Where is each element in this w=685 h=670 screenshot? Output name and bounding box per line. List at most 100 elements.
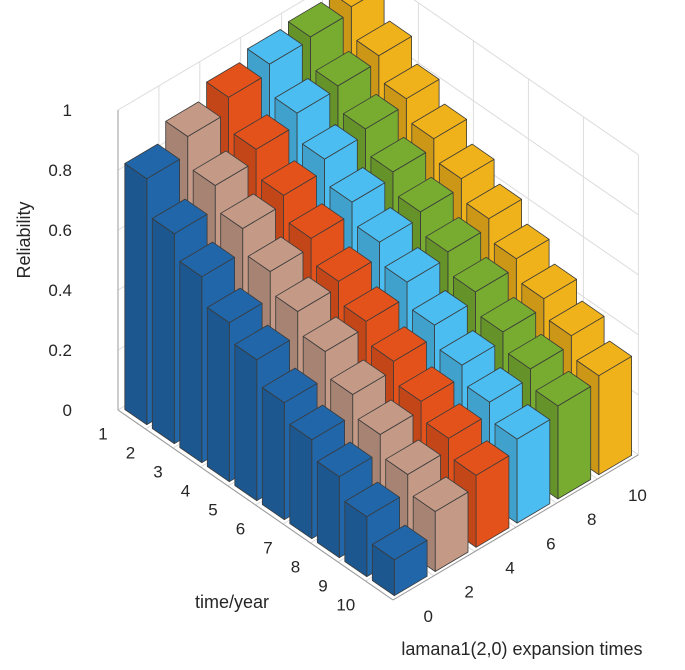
bar-top-face [466,183,522,220]
x-tick-label: 1 [98,425,107,444]
bar-top-face [206,62,262,98]
bar-top-face [302,124,358,160]
x-tick-label: 10 [336,596,355,615]
bar-t10-e2 [412,476,469,572]
bar-side-face [179,261,203,464]
bar-front-face [598,355,632,476]
bar-side-face [151,218,175,445]
bar-top-face [412,290,468,326]
bar-top-face [385,439,441,475]
z-tick-label: 0.2 [48,341,72,360]
z-tick-label: 1 [63,101,72,120]
x-tick-label: 9 [318,577,327,596]
bar-top-face [247,29,303,65]
bar-top-face [467,367,523,403]
bar-top-face [370,136,427,173]
bar-top-face [329,167,386,203]
bar-top-face [151,198,208,235]
axis-edge-2 [392,454,639,601]
axis-edge-1 [117,409,394,601]
x-tick-label: 4 [181,482,190,501]
bar-top-face [357,207,413,243]
bar-top-face [274,78,331,114]
bar-top-face [356,20,413,57]
bar-side-face [261,387,285,521]
bar-side-face [234,344,258,502]
bar-top-face [535,370,592,407]
x-tick-label: 8 [291,558,300,577]
bar-top-face [287,1,344,38]
z-tick-label: 0.4 [48,281,72,300]
bar-top-face [371,524,428,561]
bar-top-face [453,440,510,476]
bar-top-face [494,404,551,440]
bar-top-face [438,143,495,180]
bar-top-face [233,114,290,150]
bar-top-face [493,223,550,260]
z-axis-label: Reliability [14,201,34,278]
bar-top-face [521,263,577,300]
bar-top-face [371,326,427,362]
bar-top-face [289,404,346,441]
z-tick-label: 0.8 [48,161,72,180]
x-axis-label: time/year [195,592,269,612]
bar-top-face [261,367,318,404]
bar-top-face [165,101,221,137]
bar-top-face [397,176,454,213]
y-tick-label: 4 [505,559,514,578]
bar-top-face [316,246,372,282]
bar-top-face [192,150,249,186]
bar-top-face [426,403,482,439]
bar-top-face [340,0,364,8]
bar-top-face [452,256,509,293]
grid-line-side-z5 [413,0,639,156]
x-tick-label: 5 [208,501,217,520]
y-tick-label: 2 [464,583,473,602]
bar-t10-e0 [371,524,428,597]
bar-top-face [343,286,400,322]
bars [124,0,632,597]
bar-top-face [480,296,537,333]
x-tick-label: 6 [236,520,245,539]
bar-top-face [425,216,482,253]
bar-top-face [206,287,263,324]
y-tick-label: 10 [628,486,647,505]
y-axis-label: lamana1(2,0) expansion times [401,639,642,659]
y-tick-label: 8 [587,510,596,529]
bar-side-face [206,307,230,483]
bar-top-face [275,276,331,312]
bar-top-face [234,324,291,361]
bar-side-face [289,424,313,540]
bar-top-face [344,481,401,518]
bar-top-face [302,316,359,352]
bar-top-face [261,160,317,196]
bar-top-face [548,300,605,337]
x-tick-label: 3 [153,463,162,482]
bar-top-face [383,63,440,100]
z-tick-label: 0 [63,401,72,420]
bar-top-face [576,340,632,377]
y-tick-label: 0 [423,607,432,626]
bar-top-face [315,50,372,87]
y-tick-label: 6 [546,534,555,553]
bar-side-face [124,163,148,426]
bar-top-face [507,333,564,370]
bar-top-face [342,93,399,130]
bar-top-face [124,143,181,180]
bar-top-face [439,330,496,366]
x-tick-label: 2 [126,444,135,463]
bar-top-face [398,366,455,402]
x-tick-label: 7 [263,539,272,558]
bar-top-face [247,236,304,272]
bar-top-face [330,359,386,395]
bar-side-face [316,461,340,559]
bar-top-face [179,241,236,278]
bar-top-face [357,399,414,435]
bar-top-face [316,441,373,478]
bar-top-face [411,103,468,140]
z-tick-label: 0.6 [48,221,72,240]
bar-top-face [412,476,469,512]
bar-t10-e4 [453,440,510,548]
